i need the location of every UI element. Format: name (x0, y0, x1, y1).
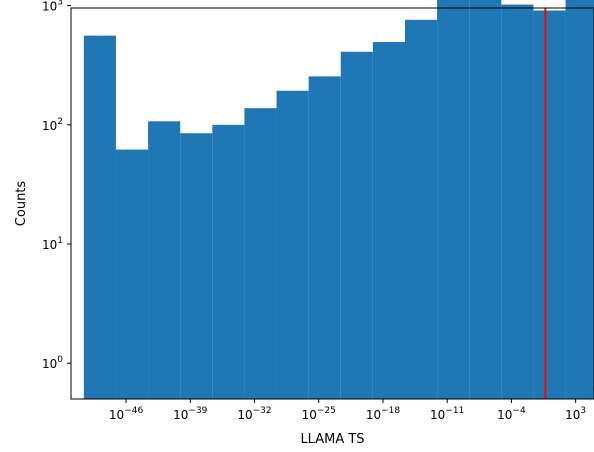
y-axis-label: Counts (14, 181, 29, 227)
y-tick-label: 103 (42, 0, 63, 14)
histogram-bar (212, 124, 245, 399)
histogram-bar (501, 4, 534, 400)
histogram-bar (372, 42, 405, 399)
histogram-bar (437, 0, 470, 400)
y-axis-ticks: 100 101 102 103 (42, 0, 71, 371)
histogram-bar (469, 0, 502, 399)
x-tick-label: 10−39 (173, 406, 208, 422)
x-tick-label: 10−18 (366, 406, 401, 422)
histogram-bars (83, 0, 594, 400)
histogram-bar (180, 133, 213, 400)
y-tick-label: 101 (42, 236, 63, 252)
x-axis-label: LLAMA TS (300, 432, 364, 447)
plot-frame (70, 7, 594, 400)
histogram-bar (340, 51, 373, 400)
x-tick-label: 10−11 (430, 406, 464, 422)
histogram-bar (565, 0, 594, 399)
x-tick-label: 10−46 (109, 406, 144, 422)
x-tick-label: 10−32 (237, 406, 271, 422)
x-tick-label: 10−4 (497, 406, 526, 422)
histogram-bar (244, 108, 277, 399)
histogram-bar (404, 19, 438, 400)
histogram-bar (148, 121, 181, 400)
y-tick-label: 102 (42, 117, 63, 133)
x-axis-ticks: 10−46 10−39 10−32 10−25 10−18 10−11 10−4 103 (109, 399, 586, 422)
histogram-bar (115, 149, 149, 399)
histogram-bar (83, 35, 116, 400)
histogram-bar (308, 76, 341, 400)
histogram-bar (276, 90, 309, 399)
y-tick-label: 100 (42, 355, 63, 371)
histogram-bar (533, 10, 566, 400)
x-tick-label: 103 (565, 406, 586, 422)
x-tick-label: 10−25 (302, 406, 336, 422)
